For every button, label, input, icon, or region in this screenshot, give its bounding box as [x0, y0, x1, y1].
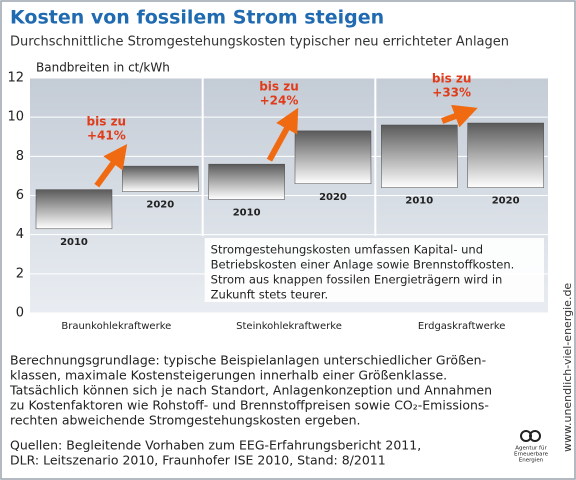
footnote: zu Kostenfaktoren wie Rohstoff- und Bren…	[10, 398, 489, 413]
logo-text: Energien	[519, 458, 544, 464]
source: Quellen: Begleitende Vorhaben zum EEG-Er…	[10, 438, 421, 453]
category-label: Braunkohlekraftwerke	[61, 321, 171, 332]
increase-label: bis zu	[259, 79, 299, 93]
y-tick-label: 2	[16, 266, 24, 281]
y-tick-label: 12	[7, 71, 24, 86]
subtitle: Durchschnittliche Stromgestehungskosten …	[10, 35, 509, 50]
category-label: Erdgaskraftwerke	[418, 321, 506, 332]
y-tick-label: 10	[7, 110, 24, 125]
year-label: 2020	[492, 196, 520, 207]
year-label: 2020	[319, 192, 347, 203]
note-text: Zukunft stets teurer.	[211, 288, 329, 302]
y-axis-label: Bandbreiten in ct/kWh	[36, 61, 170, 75]
increase-arrow	[94, 144, 128, 188]
range-bar	[381, 124, 458, 188]
range-bar	[122, 165, 199, 192]
note-text: Stromgestehungskosten umfassen Kapital- …	[211, 243, 483, 257]
y-tick-label: 4	[16, 227, 24, 242]
increase-label: +33%	[432, 86, 471, 100]
y-tick-label: 0	[16, 306, 24, 321]
increase-label: bis zu	[432, 72, 472, 86]
title: Kosten von fossilem Strom steigen	[10, 7, 384, 29]
footnote: Tatsächlich können sich je nach Standort…	[9, 383, 492, 398]
category-label: Steinkohlekraftwerke	[236, 321, 342, 332]
note-box	[204, 238, 544, 302]
footnote: Berechnungsgrundlage: typische Beispiela…	[10, 353, 486, 368]
source: DLR: Leitszenario 2010, Fraunhofer ISE 2…	[10, 453, 386, 468]
increase-arrow	[266, 107, 299, 162]
footnote: rechten abweichende Stromgestehungskoste…	[10, 413, 361, 428]
logo-text: Erneuerbare	[514, 452, 549, 458]
increase-label: +24%	[260, 93, 299, 107]
range-bar	[208, 163, 285, 200]
year-label: 2010	[405, 196, 433, 207]
increase-label: bis zu	[87, 115, 127, 129]
increase-label: +41%	[87, 129, 126, 143]
year-label: 2010	[233, 207, 261, 218]
range-bar	[467, 122, 544, 188]
footnote: klassen, maximale Kostensteigerungen inn…	[10, 368, 447, 383]
y-tick-label: 6	[16, 188, 24, 203]
year-label: 2010	[60, 237, 88, 248]
y-tick-label: 8	[16, 149, 24, 164]
logo-text: Agentur für	[515, 446, 547, 452]
range-bar	[294, 130, 372, 184]
year-label: 2020	[146, 200, 174, 211]
note-text: Strom aus knappen fossilen Energieträger…	[211, 273, 503, 287]
range-bar	[35, 189, 113, 230]
url: www.unendlich-viel-energie.de	[561, 283, 574, 452]
increase-arrow	[441, 104, 478, 128]
note-text: Betriebskosten einer Anlage sowie Brenns…	[211, 258, 515, 272]
logo-icon	[529, 430, 541, 442]
